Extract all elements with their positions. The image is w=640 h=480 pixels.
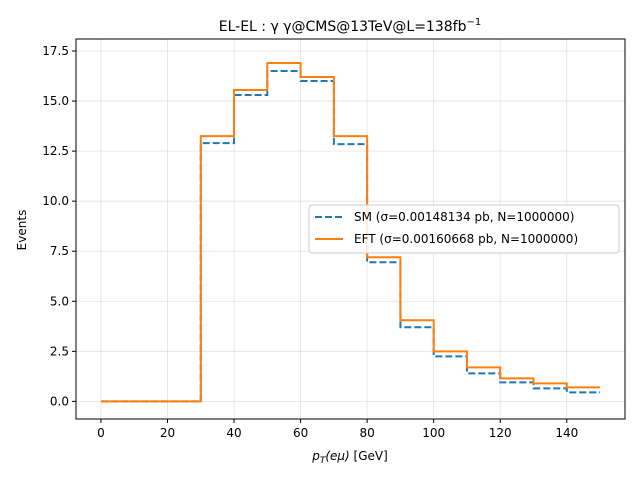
y-axis: 0.0 2.5 5.0 7.5 10.0 12.5 15.0 17.5	[42, 44, 76, 408]
chart-title-main: EL-EL : γ γ@CMS@13TeV@L=138fb	[219, 19, 467, 35]
x-tick-label-2: 40	[226, 426, 241, 440]
x-axis: 0 20 40 60 80 100 120 140	[97, 419, 578, 440]
legend-label-sm: SM (σ=0.00148134 pb, N=1000000)	[354, 210, 575, 224]
series-line-sm	[100, 70, 601, 403]
chart-title-superscript: −1	[466, 17, 481, 28]
y-tick-label-5: 12.5	[42, 144, 69, 158]
y-tick-label-2: 5.0	[50, 294, 69, 308]
plot-frame	[75, 38, 626, 420]
y-tick-label-3: 7.5	[50, 244, 69, 258]
y-tick-label-0: 0.0	[50, 394, 69, 408]
legend: SM (σ=0.00148134 pb, N=1000000) EFT (σ=0…	[308, 204, 620, 254]
x-axis-label-unit: [GeV]	[350, 449, 388, 463]
y-tick-label-7: 17.5	[42, 44, 69, 58]
x-tick-label-1: 20	[160, 426, 175, 440]
x-tick-label-3: 60	[293, 426, 308, 440]
y-tick-label-6: 15.0	[42, 94, 69, 108]
series-line-eft	[100, 62, 601, 403]
x-axis-label-subscript: T	[320, 456, 327, 466]
legend-box	[308, 204, 620, 254]
x-tick-label-4: 80	[359, 426, 374, 440]
x-axis-label-main: p	[311, 449, 320, 463]
x-axis-label: pT(eμ) [GeV]	[311, 449, 388, 466]
x-tick-label-7: 140	[555, 426, 578, 440]
x-tick-label-6: 120	[489, 426, 512, 440]
series-layer	[100, 62, 601, 403]
chart-title: EL-EL : γ γ@CMS@13TeV@L=138fb−1	[219, 17, 481, 35]
x-tick-label-5: 100	[422, 426, 445, 440]
y-tick-label-1: 2.5	[50, 344, 69, 358]
legend-label-eft: EFT (σ=0.00160668 pb, N=1000000)	[354, 232, 578, 246]
y-tick-label-4: 10.0	[42, 194, 69, 208]
y-axis-label: Events	[15, 210, 29, 251]
x-tick-label-0: 0	[97, 426, 105, 440]
x-axis-label-variable: (eμ)	[325, 449, 349, 463]
